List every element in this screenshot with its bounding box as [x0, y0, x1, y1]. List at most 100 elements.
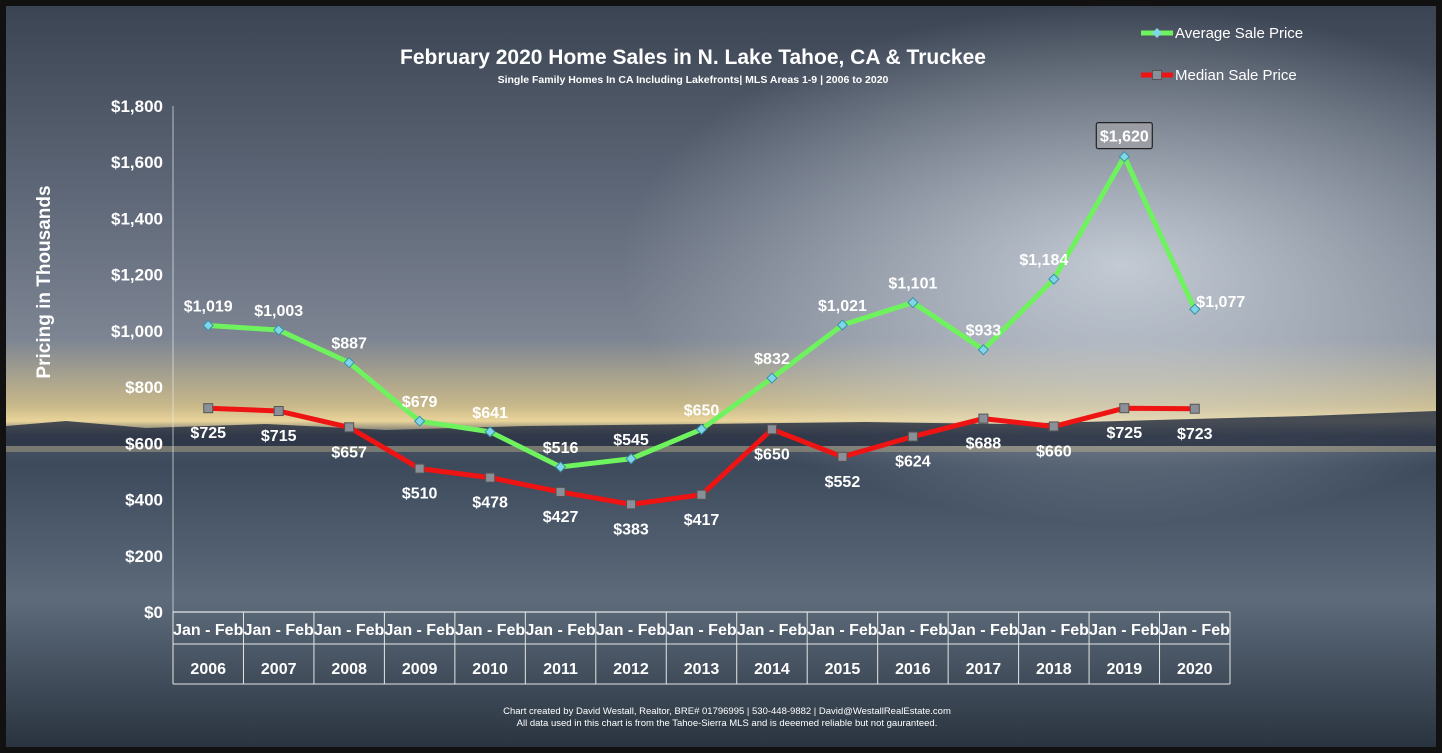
- data-label-average: $641: [472, 405, 508, 422]
- data-label-average: $1,077: [1196, 294, 1245, 311]
- x-tick-year-label: 2016: [895, 661, 931, 678]
- y-tick-label: $200: [125, 547, 163, 566]
- average-point-marker: [202, 319, 214, 332]
- x-tick-year-label: 2008: [331, 661, 367, 678]
- legend-marker-average: [1152, 28, 1162, 38]
- x-tick-year-label: 2014: [754, 661, 790, 678]
- average-point-marker: [554, 461, 567, 473]
- data-label-median: $715: [261, 428, 297, 445]
- y-tick-label: $800: [125, 378, 163, 397]
- x-tick-year-label: 2007: [261, 661, 297, 678]
- average-point-marker: [695, 423, 708, 435]
- x-tick-year-label: 2006: [190, 661, 226, 678]
- data-label-average: $1,021: [818, 298, 867, 315]
- x-tick-year-label: 2009: [402, 661, 438, 678]
- average-point-marker: [836, 319, 849, 331]
- data-label-median: $417: [684, 512, 720, 529]
- median-point-marker: [1189, 403, 1200, 414]
- data-label-average: $650: [684, 402, 720, 419]
- x-tick-period-label: Jan - Feb: [666, 622, 736, 639]
- median-point-marker: [203, 403, 214, 414]
- median-point-marker: [555, 486, 566, 497]
- data-label-median: $725: [190, 425, 226, 442]
- highlight-label-box: [1095, 121, 1153, 150]
- data-label-average: $1,003: [254, 303, 303, 320]
- y-tick-label: $1,800: [111, 97, 163, 116]
- data-label-median: $723: [1177, 426, 1213, 443]
- average-point-marker: [766, 372, 778, 384]
- x-tick-period-label: Jan - Feb: [1019, 622, 1089, 639]
- average-point-marker: [1118, 150, 1130, 163]
- data-label-median: $660: [1036, 443, 1072, 460]
- data-label-average: $887: [331, 336, 367, 353]
- x-tick-period-label: Jan - Feb: [244, 622, 314, 639]
- legend-label: Average Sale Price: [1175, 25, 1303, 42]
- y-tick-label: $1,600: [111, 153, 163, 172]
- data-label-average: $1,019: [184, 299, 233, 316]
- data-label-median: $427: [543, 509, 579, 526]
- average-point-marker: [273, 324, 285, 336]
- x-tick-period-label: Jan - Feb: [385, 622, 455, 639]
- median-point-marker: [837, 451, 848, 462]
- median-point-marker: [626, 499, 637, 510]
- average-point-marker: [907, 296, 919, 309]
- data-label-average: $1,620: [1100, 129, 1149, 146]
- x-tick-year-label: 2015: [825, 661, 861, 678]
- y-axis-label: Pricing in Thousands: [34, 185, 55, 378]
- x-tick-year-label: 2019: [1107, 661, 1143, 678]
- x-tick-period-label: Jan - Feb: [737, 622, 807, 639]
- median-point-marker: [273, 406, 284, 417]
- x-tick-period-label: Jan - Feb: [948, 622, 1018, 639]
- data-label-average: $545: [613, 432, 649, 449]
- data-label-average: $933: [966, 323, 1002, 340]
- data-label-average: $1,184: [1019, 252, 1068, 269]
- average-point-marker: [1189, 303, 1201, 315]
- median-point-marker: [344, 422, 355, 433]
- x-tick-year-label: 2010: [472, 661, 508, 678]
- x-tick-period-label: Jan - Feb: [455, 622, 525, 639]
- y-tick-label: $600: [125, 434, 163, 453]
- data-label-average: $1,101: [888, 275, 937, 292]
- median-point-marker: [414, 463, 425, 474]
- data-label-median: $478: [472, 495, 508, 512]
- x-tick-period-label: Jan - Feb: [596, 622, 666, 639]
- x-tick-period-label: Jan - Feb: [878, 622, 948, 639]
- x-tick-period-label: Jan - Feb: [525, 622, 595, 639]
- data-label-median: $383: [613, 521, 649, 538]
- x-tick-year-label: 2012: [613, 661, 649, 678]
- median-point-marker: [766, 424, 777, 435]
- y-tick-label: $400: [125, 491, 163, 510]
- x-tick-year-label: 2011: [543, 661, 578, 678]
- average-point-marker: [343, 356, 355, 369]
- data-label-median: $688: [966, 436, 1002, 453]
- median-point-marker: [1119, 403, 1130, 414]
- average-point-marker: [413, 415, 426, 427]
- x-tick-period-label: Jan - Feb: [314, 622, 384, 639]
- median-point-marker: [1048, 421, 1059, 432]
- lake-background-image: [6, 6, 1436, 747]
- median-point-marker: [978, 413, 989, 424]
- average-point-marker: [1048, 273, 1060, 285]
- x-tick-year-label: 2020: [1177, 661, 1213, 678]
- data-label-median: $624: [895, 454, 931, 471]
- footer-credit: Chart created by David Westall, Realtor,…: [503, 706, 951, 717]
- x-tick-period-label: Jan - Feb: [1160, 622, 1230, 639]
- y-tick-label: $1,200: [111, 266, 163, 285]
- median-point-marker: [696, 489, 707, 500]
- x-tick-year-label: 2017: [966, 661, 1002, 678]
- y-tick-label: $1,400: [111, 209, 163, 228]
- average-point-marker: [484, 426, 496, 438]
- data-label-average: $516: [543, 440, 579, 457]
- data-label-average: $679: [402, 394, 438, 411]
- average-point-marker: [625, 453, 637, 465]
- chart-subtitle: Single Family Homes In CA Including Lake…: [498, 74, 889, 86]
- chart-title: February 2020 Home Sales in N. Lake Taho…: [400, 46, 986, 69]
- median-point-marker: [485, 472, 496, 483]
- legend-label: Median Sale Price: [1175, 67, 1297, 84]
- x-tick-year-label: 2013: [684, 661, 720, 678]
- series-line-average: [208, 154, 1198, 470]
- data-label-median: $510: [402, 486, 438, 503]
- average-point-marker: [977, 344, 990, 356]
- y-tick-label: $1,000: [111, 322, 163, 341]
